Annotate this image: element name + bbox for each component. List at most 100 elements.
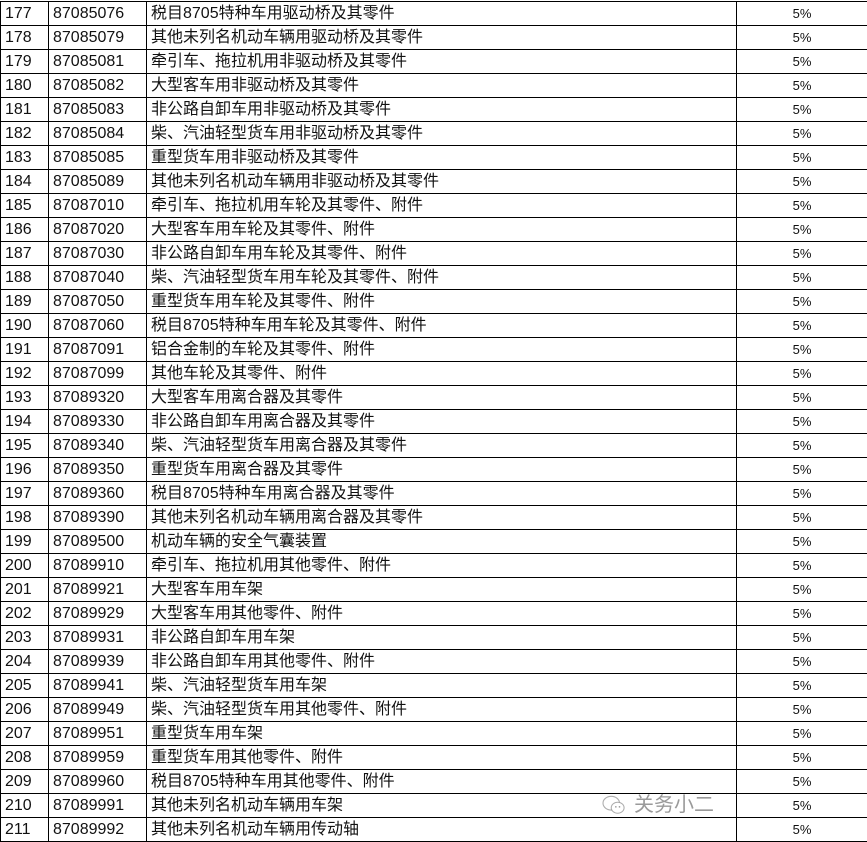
- description-cell: 税目8705特种车用驱动桥及其零件: [146, 1, 737, 26]
- row-number-cell: 189: [0, 289, 49, 314]
- row-number-cell: 206: [0, 697, 49, 722]
- table-row: 185 87087010 牵引车、拖拉机用车轮及其零件、附件 5%: [0, 193, 867, 218]
- table-row: 190 87087060 税目8705特种车用车轮及其零件、附件 5%: [0, 313, 867, 338]
- tax-rate-cell: 5%: [736, 817, 867, 842]
- hs-code-cell: 87089960: [48, 769, 147, 794]
- table-row: 201 87089921 大型客车用车架 5%: [0, 577, 867, 602]
- description-cell: 重型货车用非驱动桥及其零件: [146, 145, 737, 170]
- tax-rate-cell: 5%: [736, 553, 867, 578]
- tax-rate-cell: 5%: [736, 337, 867, 362]
- table-row: 189 87087050 重型货车用车轮及其零件、附件 5%: [0, 289, 867, 314]
- description-cell: 税目8705特种车用其他零件、附件: [146, 769, 737, 794]
- description-cell: 重型货车用其他零件、附件: [146, 745, 737, 770]
- description-cell: 柴、汽油轻型货车用车轮及其零件、附件: [146, 265, 737, 290]
- hs-code-cell: 87087020: [48, 217, 147, 242]
- table-row: 187 87087030 非公路自卸车用车轮及其零件、附件 5%: [0, 241, 867, 266]
- description-cell: 铝合金制的车轮及其零件、附件: [146, 337, 737, 362]
- description-cell: 非公路自卸车用车轮及其零件、附件: [146, 241, 737, 266]
- hs-code-cell: 87089500: [48, 529, 147, 554]
- table-row: 181 87085083 非公路自卸车用非驱动桥及其零件 5%: [0, 97, 867, 122]
- description-cell: 大型客车用离合器及其零件: [146, 385, 737, 410]
- tax-rate-cell: 5%: [736, 649, 867, 674]
- description-cell: 牵引车、拖拉机用车轮及其零件、附件: [146, 193, 737, 218]
- description-cell: 大型客车用非驱动桥及其零件: [146, 73, 737, 98]
- hs-code-cell: 87089931: [48, 625, 147, 650]
- description-cell: 柴、汽油轻型货车用离合器及其零件: [146, 433, 737, 458]
- description-cell: 税目8705特种车用车轮及其零件、附件: [146, 313, 737, 338]
- row-number-cell: 207: [0, 721, 49, 746]
- tax-rate-cell: 5%: [736, 121, 867, 146]
- tax-rate-cell: 5%: [736, 145, 867, 170]
- description-cell: 牵引车、拖拉机用非驱动桥及其零件: [146, 49, 737, 74]
- tax-rate-cell: 5%: [736, 793, 867, 818]
- tax-rate-cell: 5%: [736, 97, 867, 122]
- hs-code-cell: 87089360: [48, 481, 147, 506]
- hs-code-cell: 87089939: [48, 649, 147, 674]
- row-number-cell: 209: [0, 769, 49, 794]
- tax-rate-cell: 5%: [736, 385, 867, 410]
- tax-rate-cell: 5%: [736, 577, 867, 602]
- tax-rate-cell: 5%: [736, 409, 867, 434]
- hs-code-cell: 87089910: [48, 553, 147, 578]
- table-row: 196 87089350 重型货车用离合器及其零件 5%: [0, 457, 867, 482]
- tax-rate-cell: 5%: [736, 769, 867, 794]
- table-row: 188 87087040 柴、汽油轻型货车用车轮及其零件、附件 5%: [0, 265, 867, 290]
- tax-rate-cell: 5%: [736, 1, 867, 26]
- row-number-cell: 182: [0, 121, 49, 146]
- row-number-cell: 188: [0, 265, 49, 290]
- table-row: 208 87089959 重型货车用其他零件、附件 5%: [0, 745, 867, 770]
- row-number-cell: 190: [0, 313, 49, 338]
- description-cell: 非公路自卸车用车架: [146, 625, 737, 650]
- table-row: 205 87089941 柴、汽油轻型货车用车架 5%: [0, 673, 867, 698]
- table-row: 193 87089320 大型客车用离合器及其零件 5%: [0, 385, 867, 410]
- row-number-cell: 178: [0, 25, 49, 50]
- hs-code-cell: 87087060: [48, 313, 147, 338]
- table-row: 177 87085076 税目8705特种车用驱动桥及其零件 5%: [0, 1, 867, 26]
- description-cell: 非公路自卸车用其他零件、附件: [146, 649, 737, 674]
- row-number-cell: 191: [0, 337, 49, 362]
- hs-code-cell: 87089350: [48, 457, 147, 482]
- table-row: 209 87089960 税目8705特种车用其他零件、附件 5%: [0, 769, 867, 794]
- tax-rate-cell: 5%: [736, 697, 867, 722]
- row-number-cell: 211: [0, 817, 49, 842]
- hs-code-cell: 87085085: [48, 145, 147, 170]
- table-row: 200 87089910 牵引车、拖拉机用其他零件、附件 5%: [0, 553, 867, 578]
- description-cell: 重型货车用车轮及其零件、附件: [146, 289, 737, 314]
- tax-rate-cell: 5%: [736, 73, 867, 98]
- tax-rate-cell: 5%: [736, 433, 867, 458]
- hs-code-cell: 87085084: [48, 121, 147, 146]
- tax-rate-cell: 5%: [736, 289, 867, 314]
- tax-rate-cell: 5%: [736, 313, 867, 338]
- row-number-cell: 187: [0, 241, 49, 266]
- tax-rate-cell: 5%: [736, 745, 867, 770]
- row-number-cell: 200: [0, 553, 49, 578]
- row-number-cell: 208: [0, 745, 49, 770]
- row-number-cell: 194: [0, 409, 49, 434]
- description-cell: 其他未列名机动车辆用离合器及其零件: [146, 505, 737, 530]
- row-number-cell: 204: [0, 649, 49, 674]
- description-cell: 非公路自卸车用离合器及其零件: [146, 409, 737, 434]
- table-row: 210 87089991 其他未列名机动车辆用车架 5%: [0, 793, 867, 818]
- description-cell: 牵引车、拖拉机用其他零件、附件: [146, 553, 737, 578]
- table-row: 198 87089390 其他未列名机动车辆用离合器及其零件 5%: [0, 505, 867, 530]
- tax-rate-cell: 5%: [736, 673, 867, 698]
- row-number-cell: 185: [0, 193, 49, 218]
- row-number-cell: 199: [0, 529, 49, 554]
- table-row: 211 87089992 其他未列名机动车辆用传动轴 5%: [0, 817, 867, 842]
- table-row: 206 87089949 柴、汽油轻型货车用其他零件、附件 5%: [0, 697, 867, 722]
- row-number-cell: 186: [0, 217, 49, 242]
- hs-code-cell: 87085089: [48, 169, 147, 194]
- row-number-cell: 193: [0, 385, 49, 410]
- hs-code-cell: 87087099: [48, 361, 147, 386]
- table-row: 179 87085081 牵引车、拖拉机用非驱动桥及其零件 5%: [0, 49, 867, 74]
- row-number-cell: 179: [0, 49, 49, 74]
- table-row: 194 87089330 非公路自卸车用离合器及其零件 5%: [0, 409, 867, 434]
- tax-rate-cell: 5%: [736, 625, 867, 650]
- tax-rate-cell: 5%: [736, 25, 867, 50]
- tax-rate-cell: 5%: [736, 241, 867, 266]
- description-cell: 机动车辆的安全气囊装置: [146, 529, 737, 554]
- hs-code-cell: 87087040: [48, 265, 147, 290]
- description-cell: 非公路自卸车用非驱动桥及其零件: [146, 97, 737, 122]
